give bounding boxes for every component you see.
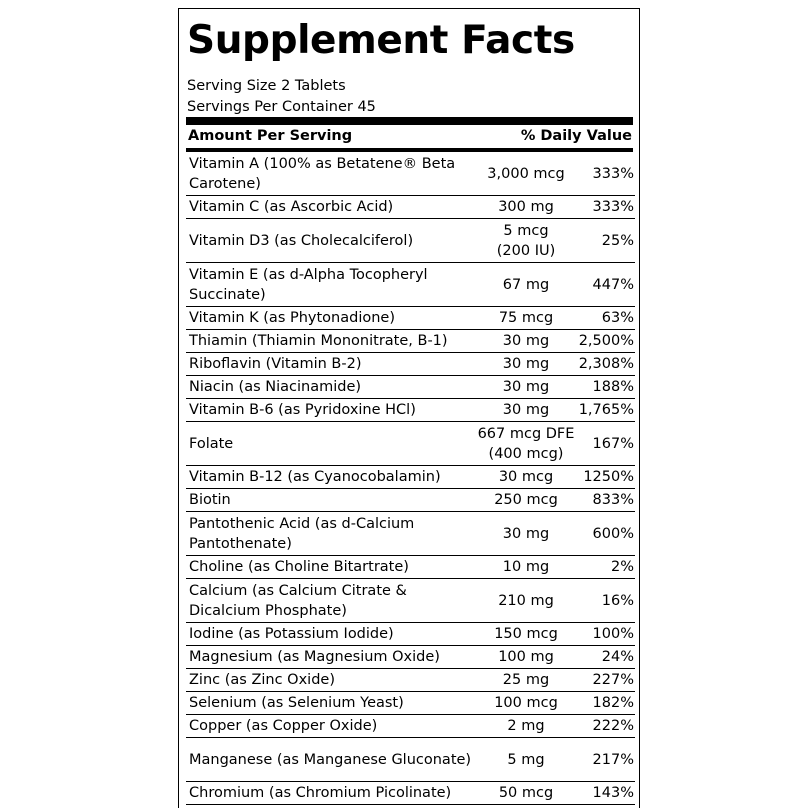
nutrient-amount: 25 mg	[476, 668, 576, 692]
thick-divider	[186, 117, 633, 125]
nutrient-amount: 300 mg	[476, 195, 576, 219]
table-row: Chromium (as Chromium Picolinate) 50 mcg…	[186, 781, 635, 805]
nutrient-amount: 100 mcg	[476, 691, 576, 715]
nutrient-daily-value: 333%	[576, 152, 635, 196]
nutrient-amount: 250 mcg	[476, 488, 576, 512]
nutrient-amount: 2 mg	[476, 714, 576, 738]
nutrient-name: Iodine (as Potassium Iodide)	[186, 622, 476, 646]
table-row: Vitamin B-12 (as Cyanocobalamin) 30 mcg …	[186, 465, 635, 489]
nutrient-amount: 210 mg	[476, 578, 576, 623]
nutrient-amount: 75 mcg	[476, 306, 576, 330]
nutrient-daily-value: 1,765%	[576, 398, 635, 422]
nutrient-daily-value: 167%	[576, 421, 635, 466]
amount-per-serving-heading: Amount Per Serving	[188, 128, 353, 144]
nutrient-daily-value: 2,500%	[576, 329, 635, 353]
table-row: Calcium (as Calcium Citrate & Dicalcium …	[186, 578, 635, 623]
nutrient-amount: 5 mcg (200 IU)	[476, 218, 576, 263]
nutrient-daily-value: 333%	[576, 195, 635, 219]
table-header: Amount Per Serving % Daily Value	[186, 125, 633, 148]
nutrient-name: Vitamin C (as Ascorbic Acid)	[186, 195, 476, 219]
nutrient-name: Manganese (as Manganese Gluconate)	[186, 737, 476, 782]
table-row: Niacin (as Niacinamide) 30 mg 188%	[186, 375, 635, 399]
nutrient-amount: 5 mg	[476, 737, 576, 782]
table-row: Vitamin B-6 (as Pyridoxine HCl) 30 mg 1,…	[186, 398, 635, 422]
nutrient-amount: 667 mcg DFE (400 mcg)	[476, 421, 576, 466]
nutrient-daily-value: 2,308%	[576, 352, 635, 376]
nutrient-name: Chromium (as Chromium Picolinate)	[186, 781, 476, 805]
table-row: Folate 667 mcg DFE (400 mcg) 167%	[186, 421, 635, 466]
servings-per-container: Servings Per Container 45	[187, 99, 376, 115]
nutrient-name: Biotin	[186, 488, 476, 512]
medium-divider	[186, 148, 633, 152]
nutrient-name: Magnesium (as Magnesium Oxide)	[186, 645, 476, 669]
nutrient-name: Vitamin E (as d-Alpha Tocopheryl Succina…	[186, 262, 476, 307]
table-row: Magnesium (as Magnesium Oxide) 100 mg 24…	[186, 645, 635, 669]
nutrient-daily-value: 100%	[576, 622, 635, 646]
nutrient-amount: 100 mg	[476, 645, 576, 669]
nutrient-name: Selenium (as Selenium Yeast)	[186, 691, 476, 715]
table-row: Vitamin K (as Phytonadione) 75 mcg 63%	[186, 306, 635, 330]
nutrient-daily-value: 16%	[576, 578, 635, 623]
nutrient-name: Vitamin A (100% as Betatene® Beta Carote…	[186, 152, 476, 196]
table-row: Pantothenic Acid (as d-Calcium Pantothen…	[186, 511, 635, 556]
nutrient-daily-value: 143%	[576, 781, 635, 805]
table-row: Vitamin C (as Ascorbic Acid) 300 mg 333%	[186, 195, 635, 219]
nutrient-daily-value: 833%	[576, 488, 635, 512]
nutrient-daily-value: 1250%	[576, 465, 635, 489]
table-row: Copper (as Copper Oxide) 2 mg 222%	[186, 714, 635, 738]
nutrient-daily-value: 222%	[576, 714, 635, 738]
nutrient-name: Vitamin K (as Phytonadione)	[186, 306, 476, 330]
nutrient-amount: 30 mcg	[476, 465, 576, 489]
nutrient-name: Pantothenic Acid (as d-Calcium Pantothen…	[186, 511, 476, 556]
nutrient-daily-value: 447%	[576, 262, 635, 307]
nutrient-amount: 50 mcg	[476, 781, 576, 805]
nutrient-daily-value: 600%	[576, 511, 635, 556]
daily-value-heading: % Daily Value	[520, 128, 632, 144]
nutrient-name: Calcium (as Calcium Citrate & Dicalcium …	[186, 578, 476, 623]
nutrient-amount: 30 mg	[476, 352, 576, 376]
nutrient-name: Niacin (as Niacinamide)	[186, 375, 476, 399]
nutrient-amount: 150 mcg	[476, 622, 576, 646]
nutrient-amount: 30 mg	[476, 329, 576, 353]
table-row: Thiamin (Thiamin Mononitrate, B-1) 30 mg…	[186, 329, 635, 353]
table-row: Choline (as Choline Bitartrate) 10 mg 2%	[186, 555, 635, 579]
table-row: Biotin 250 mcg 833%	[186, 488, 635, 512]
nutrient-name: Riboflavin (Vitamin B-2)	[186, 352, 476, 376]
nutrient-name: Folate	[186, 421, 476, 466]
table-row: Vitamin D3 (as Cholecalciferol) 5 mcg (2…	[186, 218, 635, 263]
nutrient-name: Vitamin B-6 (as Pyridoxine HCl)	[186, 398, 476, 422]
nutrient-name: Choline (as Choline Bitartrate)	[186, 555, 476, 579]
table-row: Vitamin E (as d-Alpha Tocopheryl Succina…	[186, 262, 635, 307]
nutrient-table: Vitamin A (100% as Betatene® Beta Carote…	[186, 152, 635, 805]
nutrient-name: Copper (as Copper Oxide)	[186, 714, 476, 738]
panel-title: Supplement Facts	[187, 18, 575, 63]
nutrient-amount: 3,000 mcg	[476, 152, 576, 196]
nutrient-amount: 10 mg	[476, 555, 576, 579]
nutrient-amount: 30 mg	[476, 511, 576, 556]
nutrient-daily-value: 188%	[576, 375, 635, 399]
nutrient-daily-value: 182%	[576, 691, 635, 715]
table-row: Manganese (as Manganese Gluconate) 5 mg …	[186, 737, 635, 782]
nutrient-daily-value: 2%	[576, 555, 635, 579]
nutrient-name: Vitamin B-12 (as Cyanocobalamin)	[186, 465, 476, 489]
table-row: Riboflavin (Vitamin B-2) 30 mg 2,308%	[186, 352, 635, 376]
nutrient-amount: 30 mg	[476, 375, 576, 399]
supplement-facts-panel: Supplement Facts Serving Size 2 Tablets …	[178, 8, 640, 808]
nutrient-daily-value: 227%	[576, 668, 635, 692]
nutrient-daily-value: 24%	[576, 645, 635, 669]
table-row: Vitamin A (100% as Betatene® Beta Carote…	[186, 152, 635, 196]
nutrient-name: Zinc (as Zinc Oxide)	[186, 668, 476, 692]
nutrient-name: Vitamin D3 (as Cholecalciferol)	[186, 218, 476, 263]
serving-size: Serving Size 2 Tablets	[187, 78, 346, 94]
nutrient-name: Thiamin (Thiamin Mononitrate, B-1)	[186, 329, 476, 353]
table-row: Iodine (as Potassium Iodide) 150 mcg 100…	[186, 622, 635, 646]
nutrient-amount: 30 mg	[476, 398, 576, 422]
nutrient-daily-value: 217%	[576, 737, 635, 782]
table-row: Zinc (as Zinc Oxide) 25 mg 227%	[186, 668, 635, 692]
nutrient-amount: 67 mg	[476, 262, 576, 307]
nutrient-daily-value: 25%	[576, 218, 635, 263]
table-row: Selenium (as Selenium Yeast) 100 mcg 182…	[186, 691, 635, 715]
nutrient-daily-value: 63%	[576, 306, 635, 330]
